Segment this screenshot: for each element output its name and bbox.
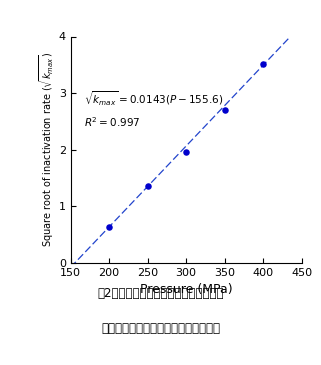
Text: 囲2　最大死滅速度の圧力依存性：最大: 囲2 最大死滅速度の圧力依存性：最大 [97, 287, 224, 300]
Text: $R^{2}=0.997$: $R^{2}=0.997$ [84, 115, 141, 129]
Point [184, 150, 189, 155]
Y-axis label: Square root of inactivation rate ($\sqrt{k_{max}}$): Square root of inactivation rate ($\sqrt… [37, 52, 56, 247]
Text: $\sqrt{k_{max}}=0.0143(P-155.6)$: $\sqrt{k_{max}}=0.0143(P-155.6)$ [84, 90, 224, 108]
Point [107, 224, 112, 230]
Point [261, 61, 266, 66]
Point [222, 107, 227, 113]
Text: 死滅速度の平方根と処理圧力との関係: 死滅速度の平方根と処理圧力との関係 [101, 322, 220, 335]
X-axis label: Pressure (MPa): Pressure (MPa) [140, 283, 232, 296]
Point [145, 183, 150, 189]
